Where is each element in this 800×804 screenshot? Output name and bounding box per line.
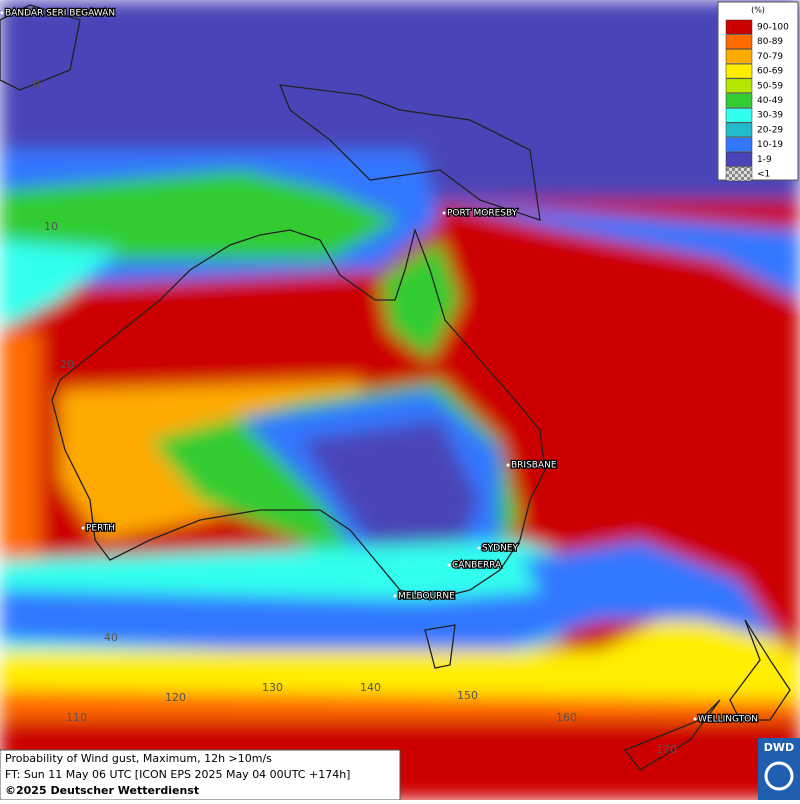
- city-marker: [477, 546, 481, 550]
- caption-box: [0, 749, 401, 801]
- legend-swatch: [725, 49, 753, 64]
- legend-label: 60-69: [757, 67, 783, 77]
- legend-label: 30-39: [757, 111, 783, 121]
- city-label: PORT MORESBY: [447, 209, 518, 219]
- grid-label: 120: [165, 691, 186, 704]
- legend-swatch: [725, 122, 753, 138]
- city-marker: [693, 717, 697, 721]
- legend-swatch: [725, 63, 753, 79]
- city-marker: [506, 463, 510, 467]
- legend-label: 40-49: [757, 96, 783, 106]
- city-marker: [393, 594, 397, 598]
- legend-swatch: [725, 93, 753, 108]
- legend-label: 90-100: [757, 23, 789, 33]
- labels: BANDAR SERI BEGAWAN PORT MORESBY BRISBANE P…: [0, 7, 759, 756]
- legend-swatch: [725, 78, 753, 94]
- city-label: BRISBANE: [511, 461, 557, 471]
- grid-label: 40: [104, 631, 118, 644]
- legend-label: 10-19: [757, 140, 783, 150]
- grid-label: 140: [360, 681, 381, 694]
- legend-label: 1-9: [757, 155, 772, 165]
- legend-label: 50-59: [757, 81, 783, 91]
- legend-swatch: [725, 107, 753, 123]
- legend-label: <1: [757, 170, 770, 180]
- legend: (%) 90-100 80-89 70-79 60-69 50-59 40-49 30-39…: [717, 1, 799, 182]
- city-marker: [0, 11, 4, 15]
- legend-swatch: [725, 19, 753, 35]
- legend-swatch: [725, 166, 753, 182]
- city-label: CANBERRA: [452, 561, 502, 571]
- grid-label: 10: [44, 220, 58, 233]
- grid-label: 0: [33, 78, 40, 91]
- grid-label: 150: [457, 689, 478, 702]
- legend-title: (%): [751, 6, 765, 15]
- grid-label: 20: [60, 358, 74, 371]
- grid-label: 110: [66, 711, 87, 724]
- logo: DWD: [764, 741, 794, 754]
- grid-label: 130: [262, 681, 283, 694]
- legend-swatch: [725, 34, 753, 49]
- caption-line: ©2025 Deutscher Wetterdienst: [5, 784, 199, 797]
- logo-icon: [764, 761, 794, 791]
- grid-label: 170: [656, 743, 677, 756]
- legend-label: 70-79: [757, 52, 783, 62]
- grid-label: 160: [556, 711, 577, 724]
- city-label: SYDNEY: [482, 544, 519, 554]
- city-label: PERTH: [86, 524, 115, 534]
- caption-line: FT: Sun 11 May 06 UTC [ICON EPS 2025 May…: [5, 768, 350, 781]
- city-marker: [442, 211, 446, 215]
- legend-label: 80-89: [757, 37, 783, 47]
- city-marker: [81, 526, 85, 530]
- city-marker: [447, 563, 451, 567]
- coastlines: [0, 4, 791, 771]
- city-label: WELLINGTON: [698, 715, 758, 725]
- legend-swatch: [725, 137, 753, 152]
- caption-line: Probability of Wind gust, Maximum, 12h >…: [5, 752, 272, 765]
- legend-swatch: [725, 152, 753, 167]
- legend-label: 20-29: [757, 125, 783, 135]
- city-label: MELBOURNE: [398, 592, 455, 602]
- city-label: BANDAR SERI BEGAWAN: [5, 9, 115, 19]
